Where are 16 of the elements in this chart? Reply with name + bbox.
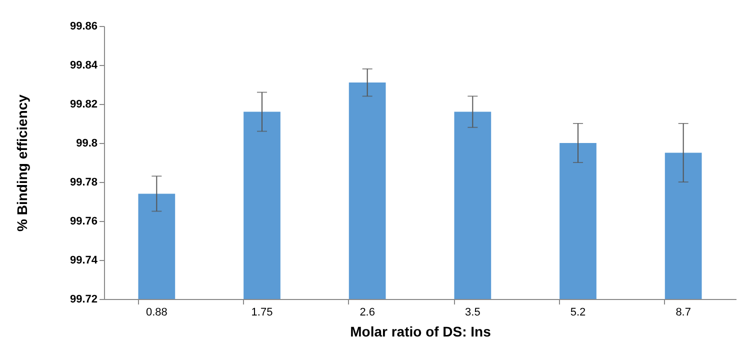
x-tick-label: 3.5 [465,306,480,318]
y-tick-label: 99.8 [76,138,98,150]
y-tick-label: 99.78 [70,176,98,188]
x-tick-label: 0.88 [146,306,168,318]
x-tick-label: 5.2 [570,306,586,318]
y-tick-label: 99.84 [70,60,98,72]
y-tick-label: 99.86 [70,20,98,32]
x-tick-label: 8.7 [676,306,691,318]
x-tick-label: 1.75 [251,306,273,318]
y-axis-title: % Binding efficiency [14,94,30,232]
y-tick-label: 99.76 [70,216,98,228]
x-tick-label: 2.6 [360,306,375,318]
y-tick-label: 99.72 [70,294,98,306]
y-tick-label: 99.82 [70,98,98,110]
x-axis-title: Molar ratio of DS: Ins [350,324,492,340]
y-tick-label: 99.74 [70,254,98,266]
